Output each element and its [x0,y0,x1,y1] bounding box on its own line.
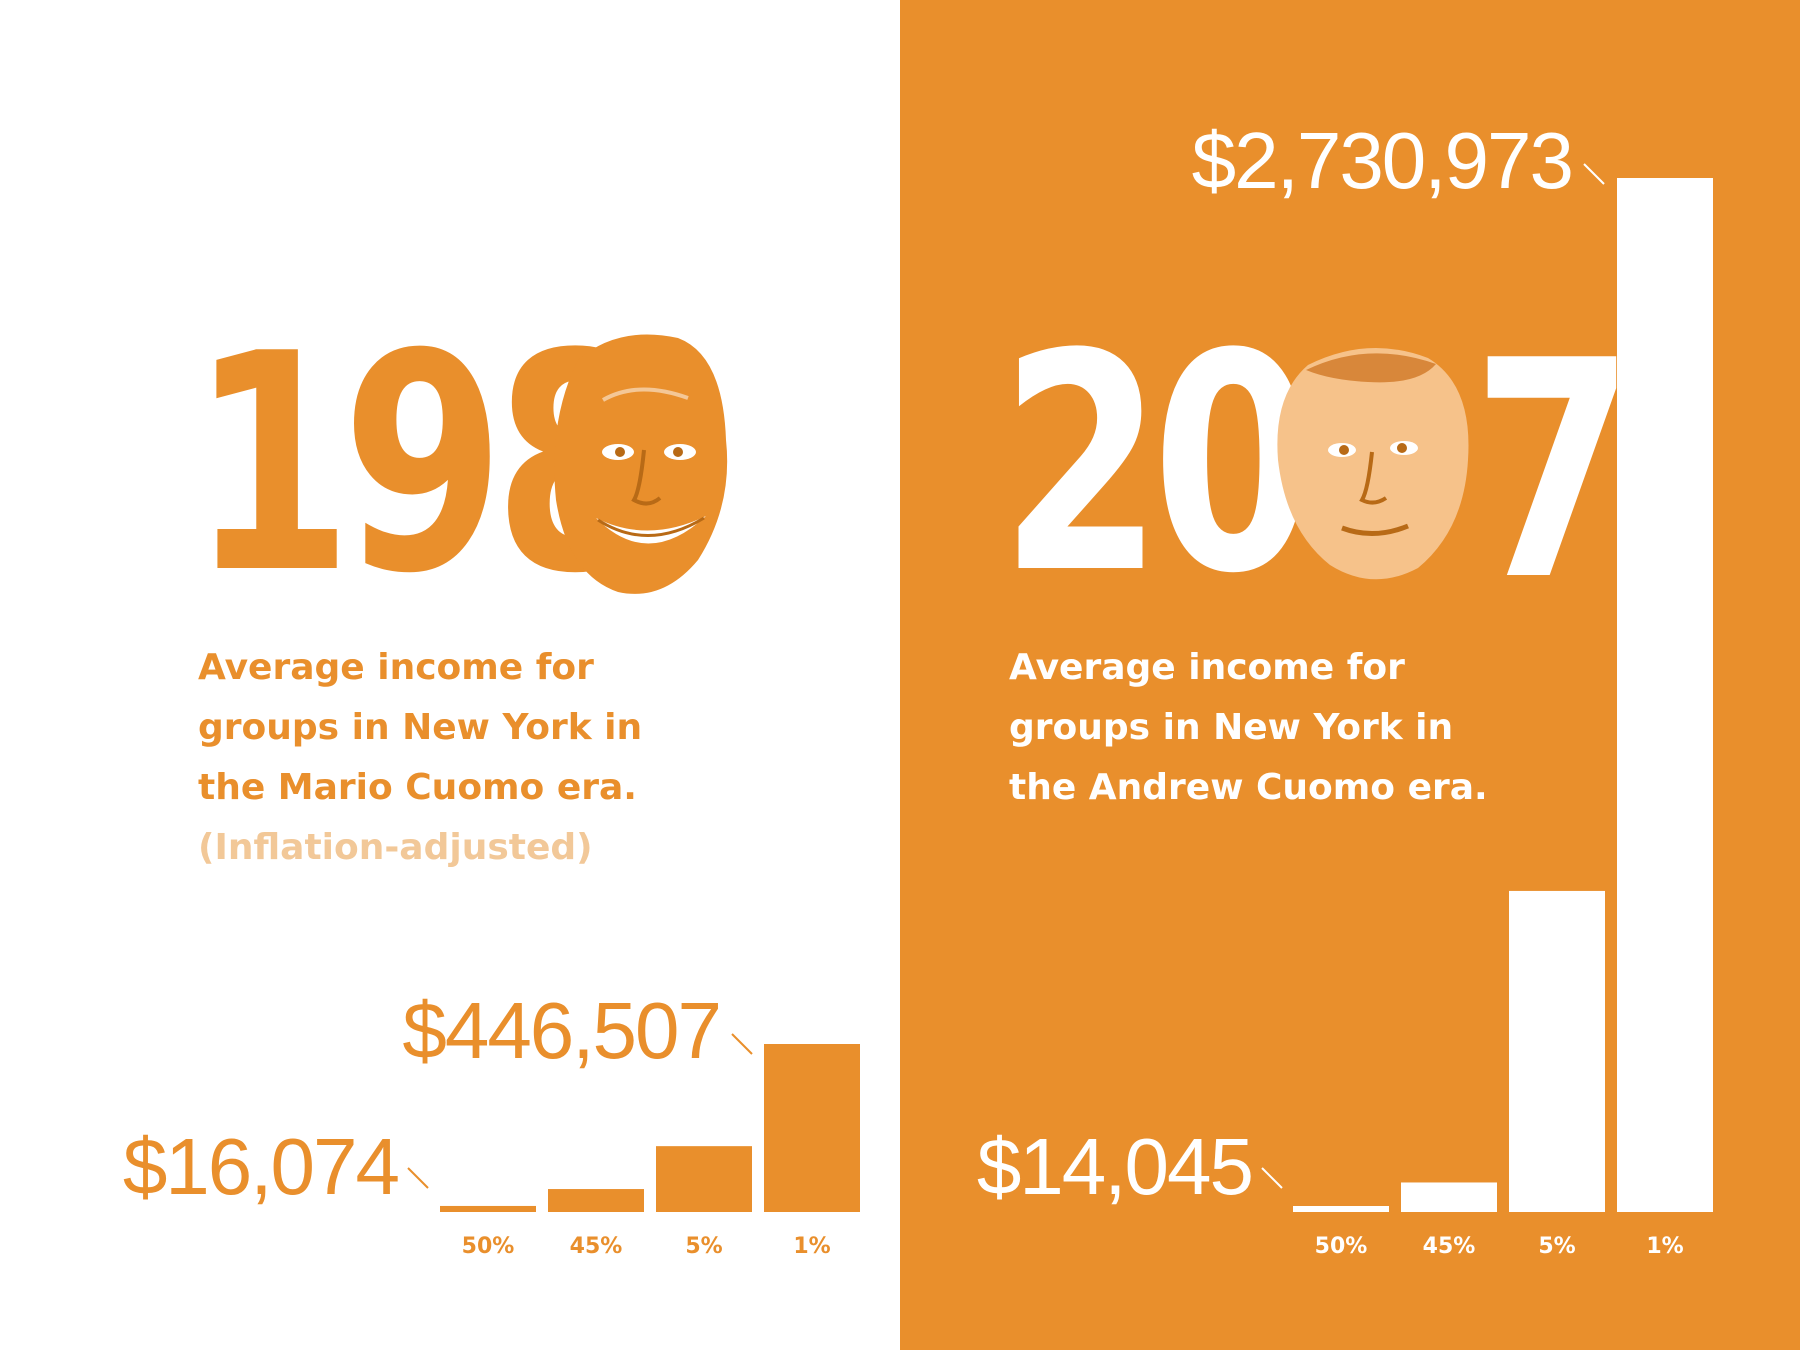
year-2017-digits-before: 20 [1000,290,1315,639]
max-value-label: $446,507 [402,986,720,1075]
bar-0-0 [440,1205,536,1212]
description-1980: Average income for groups in New York in… [198,638,718,878]
inflation-note: (Inflation-adjusted) [198,827,593,868]
panel-1980 [0,0,900,1350]
min-value-leader [407,1167,429,1189]
x-tick-label: 1% [1646,1234,1683,1259]
bar-1-3 [1617,178,1713,1212]
year-2017-digits-after: 7 [1472,297,1635,646]
bar-0-2 [656,1146,752,1212]
x-tick-label: 45% [1423,1234,1476,1259]
description-2017: Average income for groups in New York in… [1009,638,1529,818]
bar-0-1 [548,1189,644,1212]
max-value-label: $2,730,973 [1192,116,1572,205]
max-value-leader [731,1033,753,1055]
min-value-label: $14,045 [977,1122,1252,1211]
bar-0-3 [764,1044,860,1212]
x-tick-label: 50% [462,1234,515,1259]
bar-1-2 [1509,890,1605,1212]
description-line: the Mario Cuomo era. [198,767,637,808]
description-line: Average income for [198,647,594,688]
description-line: Average income for [1009,647,1405,688]
mario-cuomo-portrait-icon [554,334,728,594]
max-value-leader [1583,163,1605,185]
description-line: groups in New York in [1009,707,1454,748]
andrew-cuomo-portrait-icon [1277,348,1469,580]
x-tick-label: 45% [570,1234,623,1259]
x-tick-label: 50% [1315,1234,1368,1259]
x-tick-label: 5% [1538,1234,1575,1259]
x-tick-label: 5% [685,1234,722,1259]
description-line: the Andrew Cuomo era. [1009,767,1488,808]
min-value-label: $16,074 [123,1122,399,1211]
description-line: groups in New York in [198,707,643,748]
x-tick-label: 1% [793,1234,830,1259]
bar-1-1 [1401,1182,1497,1212]
bar-1-0 [1293,1206,1389,1212]
min-value-leader [1261,1167,1283,1189]
